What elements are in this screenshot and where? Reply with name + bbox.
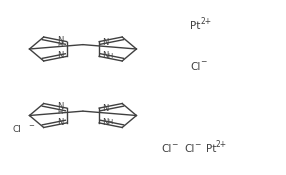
- Text: −: −: [200, 58, 206, 67]
- Text: N: N: [102, 104, 109, 113]
- Text: −: −: [194, 140, 201, 149]
- Text: −: −: [172, 140, 178, 149]
- Text: Pt: Pt: [206, 144, 216, 154]
- Text: 2+: 2+: [200, 17, 211, 26]
- Text: H: H: [108, 119, 113, 125]
- Text: H: H: [108, 52, 113, 58]
- Text: N: N: [57, 36, 63, 45]
- Text: N: N: [57, 118, 63, 127]
- Text: N: N: [102, 118, 109, 127]
- Text: N: N: [102, 38, 109, 47]
- Text: N: N: [57, 102, 63, 111]
- Text: Pt: Pt: [190, 21, 200, 31]
- Text: N: N: [102, 51, 109, 60]
- Text: Cl: Cl: [13, 125, 22, 134]
- Text: N: N: [57, 51, 63, 60]
- Text: H: H: [58, 109, 63, 115]
- Text: −: −: [29, 122, 35, 128]
- Text: Cl: Cl: [190, 61, 200, 72]
- Text: 2+: 2+: [216, 140, 227, 149]
- Text: Cl: Cl: [184, 144, 195, 154]
- Text: Cl: Cl: [162, 144, 172, 154]
- Text: H: H: [58, 43, 63, 48]
